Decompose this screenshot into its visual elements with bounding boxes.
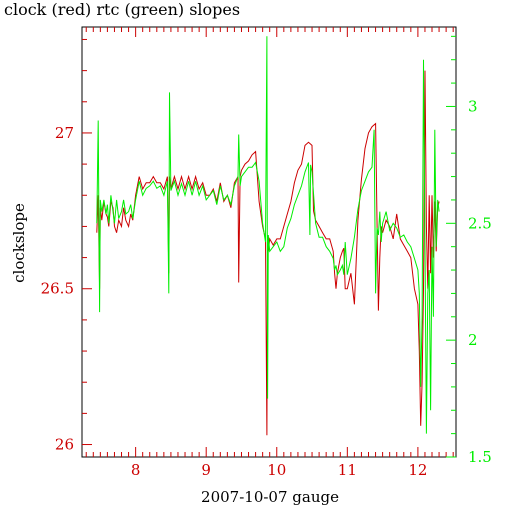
x-tick-label: 8: [131, 461, 141, 479]
series-layer: [96, 36, 440, 436]
x-tick-label: 9: [201, 461, 211, 479]
plot-frame: [81, 26, 457, 458]
y2-tick-label: 3: [468, 97, 478, 115]
x-tick-label: 12: [408, 461, 427, 479]
axis-ticks: [82, 27, 456, 458]
y2-tick-label: 2: [468, 331, 478, 349]
y-axis-label: clockslope: [10, 203, 28, 283]
y2-tick-label: 2.5: [468, 214, 492, 232]
clock-series-line: [96, 70, 440, 436]
chart-title: clock (red) rtc (green) slopes: [4, 0, 240, 19]
y-tick-label: 26: [55, 436, 74, 454]
y-tick-label: 27: [55, 124, 74, 142]
y-tick-label: 26.5: [41, 280, 74, 298]
rtc-series-line: [96, 36, 440, 434]
y2-tick-label: 1.5: [468, 448, 492, 466]
tick-labels: 8 9 10 11 12 26 26.5 27 1.5 2 2.5 3: [41, 97, 492, 479]
x-axis-label: 2007-10-07 gauge: [201, 488, 339, 506]
x-tick-label: 11: [338, 461, 357, 479]
x-tick-label: 10: [267, 461, 286, 479]
